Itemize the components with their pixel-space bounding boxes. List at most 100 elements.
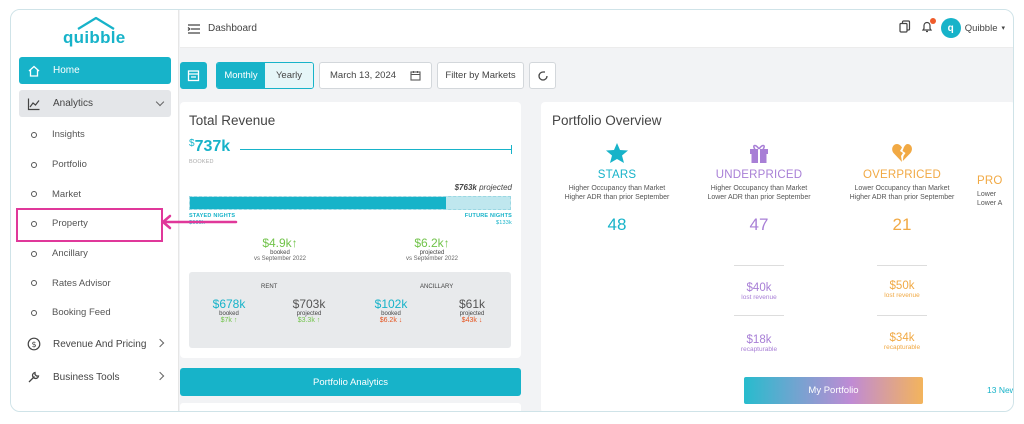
star-icon (606, 143, 628, 163)
arrow-down-icon: ↓ (478, 317, 483, 324)
amount-value: $34k (889, 332, 915, 344)
rent-projected: $703k projected $3.3k ↑ (279, 297, 339, 324)
menu-collapse-icon[interactable] (187, 22, 201, 40)
future-nights-value: $133k (496, 220, 512, 226)
sidebar-item-label: Rates Advisor (52, 277, 111, 289)
sidebar-item-market[interactable]: Market (19, 179, 171, 209)
sidebar-item-business-tools[interactable]: Business Tools (19, 361, 171, 394)
portfolio-analytics-button[interactable]: Portfolio Analytics (180, 368, 521, 396)
sidebar-item-label: Home (53, 65, 80, 76)
sidebar-item-insights[interactable]: Insights (19, 120, 171, 150)
arrow-up-icon: ↑ (316, 317, 321, 324)
projected-delta-label: projected (419, 250, 445, 256)
sidebar-item-home[interactable]: Home (19, 57, 171, 84)
notification-badge (929, 18, 936, 24)
amount-value: $50k (889, 280, 915, 292)
home-icon (27, 64, 41, 78)
overpriced-recapturable: $34k recapturable (852, 332, 952, 351)
projected-total: $763k projected (454, 183, 512, 192)
amount-label: recapturable (883, 344, 921, 351)
ancillary-projected-label: projected (459, 311, 485, 317)
divider (734, 265, 784, 266)
new-items-link[interactable]: 13 New (987, 385, 1014, 395)
booked-delta-sub: vs September 2022 (253, 256, 307, 262)
segment-count: 48 (607, 215, 627, 234)
amount-value: $40k (746, 282, 772, 294)
segment-desc: Lower A (977, 200, 1003, 207)
future-nights-label: FUTURE NIGHTS (464, 213, 512, 219)
segment-stars[interactable]: STARS Higher Occupancy than Market Higher… (552, 142, 682, 235)
sidebar-item-portfolio[interactable]: Portfolio (19, 150, 171, 180)
projected-delta: $6.2k↑ projected vs September 2022 (392, 236, 472, 262)
sidebar-item-revenue-and-pricing[interactable]: $ Revenue And Pricing (19, 328, 171, 361)
sidebar-item-label: Property (52, 218, 88, 230)
booked-delta-label: booked (270, 250, 290, 256)
annotation-highlight-box (16, 208, 163, 242)
logo-text: quibble (63, 28, 126, 47)
user-name[interactable]: Quibble (964, 22, 998, 34)
amount-value: $18k (746, 334, 772, 346)
underpriced-recapturable: $18k recapturable (709, 334, 809, 353)
chevron-down-icon (155, 97, 165, 106)
segment-underpriced[interactable]: UNDERPRICED Higher Occupancy than Market… (694, 142, 824, 235)
bullet-icon (31, 220, 37, 227)
quibble-logo[interactable]: quibble (61, 16, 131, 47)
sidebar-item-label: Portfolio (52, 159, 87, 171)
bullet-icon (31, 161, 37, 168)
rent-booked-delta: $7k (220, 317, 232, 324)
segment-partial[interactable]: PRO Lower Lower A (977, 175, 1013, 208)
copy-icon[interactable] (899, 20, 911, 36)
app-window: quibble Home Analytics Insights Portfoli… (10, 9, 1014, 412)
sidebar: quibble Home Analytics Insights Portfoli… (11, 10, 179, 411)
page-title: Dashboard (208, 23, 257, 34)
chevron-down-icon[interactable]: ▾ (1001, 25, 1005, 32)
gift-icon (750, 144, 768, 163)
date-picker[interactable]: March 13, 2024 (319, 62, 432, 89)
rent-projected-value: $703k (292, 297, 326, 311)
calendar-icon (410, 71, 421, 81)
sidebar-item-analytics[interactable]: Analytics (19, 90, 171, 117)
booked-total-value: 737k (194, 138, 231, 155)
notification-bell-icon[interactable] (921, 18, 936, 36)
filter-by-markets-button[interactable]: Filter by Markets (437, 62, 524, 89)
segment-desc: Higher Occupancy than Market (568, 185, 666, 192)
sidebar-item-label: Revenue And Pricing (53, 338, 147, 350)
ancillary-projected: $61k projected $43k ↓ (442, 297, 502, 324)
projected-total-value: 763k (459, 183, 477, 192)
ancillary-booked-delta: $6.2k (379, 317, 397, 324)
sidebar-item-label: Analytics (53, 98, 94, 109)
analytics-submenu: Insights Portfolio Market Property Ancil… (19, 120, 171, 328)
rent-ancillary-breakdown: RENT ANCILLARY $678k booked $7k ↑ $703k … (189, 272, 511, 348)
ancillary-title: ANCILLARY (420, 284, 454, 290)
sidebar-item-property[interactable]: Property (19, 209, 171, 239)
refresh-icon (537, 70, 548, 81)
divider (734, 315, 784, 316)
ancillary-projected-value: $61k (458, 297, 486, 311)
arrow-up-icon: ↑ (443, 236, 450, 250)
segment-name: OVERPRICED (862, 169, 942, 181)
ancillary-booked: $102k booked $6.2k ↓ (361, 297, 421, 324)
bullet-icon (31, 131, 37, 138)
yearly-toggle-button[interactable]: Yearly (265, 63, 313, 88)
rent-booked: $678k booked $7k ↑ (199, 297, 259, 324)
sidebar-item-booking-feed[interactable]: Booking Feed (19, 298, 171, 328)
stayed-nights-fill (190, 197, 446, 209)
sidebar-item-ancillary[interactable]: Ancillary (19, 239, 171, 269)
monthly-toggle-button[interactable]: Monthly (217, 63, 265, 88)
my-portfolio-button[interactable]: My Portfolio (744, 377, 923, 404)
avatar[interactable]: q (940, 18, 961, 38)
segment-name: STARS (597, 169, 637, 181)
rent-booked-value: $678k (212, 297, 246, 311)
store-button[interactable] (180, 62, 207, 89)
topbar-actions: q Quibble ▾ (899, 18, 1005, 38)
ancillary-projected-delta: $43k (461, 317, 477, 324)
segment-name: UNDERPRICED (715, 169, 803, 181)
card-title: Portfolio Overview (552, 113, 662, 128)
sidebar-item-rates-advisor[interactable]: Rates Advisor (19, 268, 171, 298)
rent-projected-delta: $3.3k (297, 317, 315, 324)
booked-delta-value: $4.9k (262, 236, 292, 250)
booked-target-tick (511, 145, 512, 154)
segment-overpriced[interactable]: OVERPRICED Lower Occupancy than Market Hi… (837, 142, 967, 235)
segment-count: 47 (749, 215, 769, 234)
refresh-button[interactable] (529, 62, 556, 89)
